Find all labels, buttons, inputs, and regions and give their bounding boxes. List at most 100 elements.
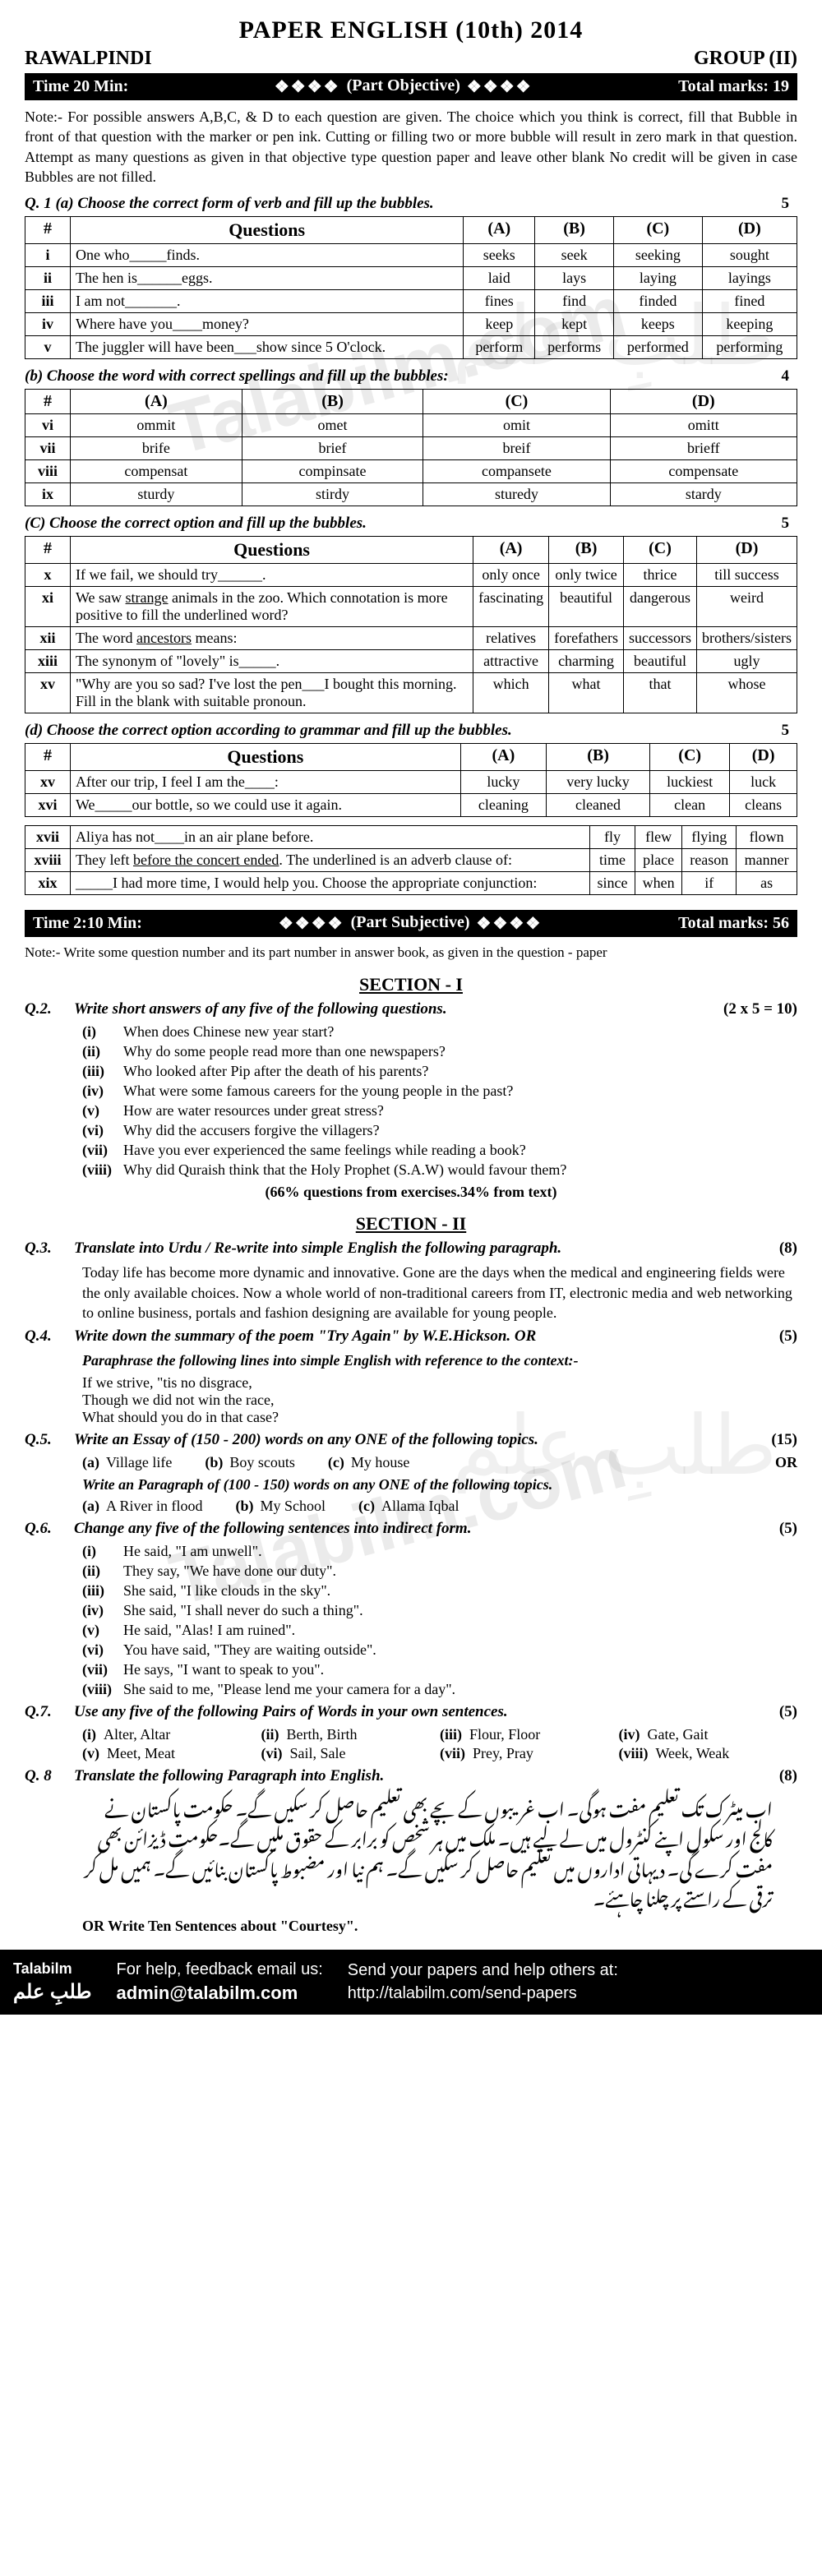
col-head: (B): [535, 217, 614, 244]
table-row: iOne who_____finds.seeksseekseekingsough…: [25, 244, 797, 267]
table-row: vThe juggler will have been___show since…: [25, 336, 797, 359]
q4-num: Q.4.: [25, 1327, 74, 1346]
q1b-table: #(A)(B)(C)(D) viommitometomitomittviibri…: [25, 389, 797, 506]
obj-time: Time 20 Min:: [33, 77, 128, 96]
q7-marks: (5): [771, 1703, 797, 1721]
footer-brand-ar: طلبِ علم: [13, 1979, 92, 2005]
col-head: (C): [624, 537, 697, 564]
list-item: (i)He said, "I am unwell".: [82, 1543, 797, 1560]
q1b-marks: 4: [782, 367, 798, 385]
footer-email[interactable]: admin@talabilm.com: [117, 1981, 323, 2006]
q2-list: (i)When does Chinese new year start?(ii)…: [82, 1023, 797, 1179]
table-row: xviiAliya has not____in an air plane bef…: [25, 826, 797, 849]
objective-bar: Time 20 Min: (Part Objective) Total mark…: [25, 73, 797, 100]
pair-item: (ii) Berth, Birth: [261, 1726, 441, 1743]
q7-pairs: (i) Alter, Altar(ii) Berth, Birth(iii) F…: [82, 1726, 797, 1762]
q6-text: Change any five of the following sentenc…: [74, 1520, 771, 1538]
list-item: (viii)She said to me, "Please lend me yo…: [82, 1681, 797, 1698]
col-head: #: [25, 744, 71, 771]
subj-marks: Total marks: 56: [678, 914, 789, 933]
footer-send2[interactable]: http://talabilm.com/send-papers: [348, 1982, 618, 2005]
col-head: (D): [702, 217, 797, 244]
col-head: (D): [730, 744, 797, 771]
col-head: (C): [423, 390, 610, 414]
poem-line: If we strive, "tis no disgrace,: [82, 1374, 797, 1392]
poem-line: Though we did not win the race,: [82, 1392, 797, 1409]
col-head: (D): [610, 390, 797, 414]
table-row: viibrifebriefbreifbrieff: [25, 437, 797, 460]
col-head: (B): [547, 744, 650, 771]
list-item: (iii)She said, "I like clouds in the sky…: [82, 1582, 797, 1600]
q5-num: Q.5.: [25, 1431, 74, 1449]
col-head: Questions: [71, 217, 464, 244]
table-row: xvAfter our trip, I feel I am the____:lu…: [25, 771, 797, 794]
q7-text: Use any five of the following Pairs of W…: [74, 1703, 771, 1721]
q8-or: OR Write Ten Sentences about "Courtesy".: [82, 1918, 797, 1935]
q1c-table: #Questions(A)(B)(C)(D) xIf we fail, we s…: [25, 536, 797, 713]
table-row: xviWe_____our bottle, so we could use it…: [25, 794, 797, 817]
q5-line2: Write an Paragraph of (100 - 150) words …: [82, 1475, 797, 1494]
q8-marks: (8): [771, 1767, 797, 1785]
table-row: ivWhere have you____money?keepkeptkeepsk…: [25, 313, 797, 336]
q1a-table: #Questions(A)(B)(C)(D) iOne who_____find…: [25, 216, 797, 359]
col-head: #: [25, 390, 71, 414]
col-head: (B): [549, 537, 624, 564]
list-item: (viii)Why did Quraish think that the Hol…: [82, 1161, 797, 1179]
footer-help: For help, feedback email us:: [117, 1958, 323, 1981]
pair-item: (iii) Flour, Floor: [440, 1726, 619, 1743]
col-head: #: [25, 217, 71, 244]
q2-pct-note: (66% questions from exercises.34% from t…: [25, 1182, 797, 1202]
pair-item: (viii) Week, Weak: [619, 1745, 798, 1762]
q8-urdu: اب میٹرک تک تعلیم مفت ہوگی۔ اب غریبوں کے…: [82, 1792, 773, 1911]
section-1-head: SECTION - I: [25, 974, 797, 995]
table-row: xix_____I had more time, I would help yo…: [25, 872, 797, 895]
q1d-label: (d) Choose the correct option according …: [25, 722, 512, 740]
pair-item: (vii) Prey, Pray: [440, 1745, 619, 1762]
table-row: xiiThe word ancestors means:relativesfor…: [25, 627, 797, 650]
pair-item: (i) Alter, Altar: [82, 1726, 261, 1743]
col-head: Questions: [71, 537, 473, 564]
pair-item: (vi) Sail, Sale: [261, 1745, 441, 1762]
paper-title: PAPER ENGLISH (10th) 2014: [25, 16, 797, 44]
list-item: (vii)He says, "I want to speak to you".: [82, 1661, 797, 1678]
q3-marks: (8): [771, 1240, 797, 1258]
footer: Talabilm طلبِ علم For help, feedback ema…: [0, 1950, 822, 2015]
q1b-label: (b) Choose the word with correct spellin…: [25, 367, 449, 385]
option: (b)Boy scouts: [205, 1454, 295, 1471]
list-item: (i)When does Chinese new year start?: [82, 1023, 797, 1041]
subjective-bar: Time 2:10 Min: (Part Subjective) Total m…: [25, 910, 797, 937]
list-item: (iv)She said, "I shall never do such a t…: [82, 1602, 797, 1619]
q8-num: Q. 8: [25, 1767, 74, 1785]
q7-num: Q.7.: [25, 1703, 74, 1721]
pair-item: (iv) Gate, Gait: [619, 1726, 798, 1743]
list-item: (vii)Have you ever experienced the same …: [82, 1142, 797, 1159]
list-item: (v)He said, "Alas! I am ruined".: [82, 1622, 797, 1639]
option: (c)Allama Iqbal: [358, 1498, 459, 1515]
board-name: RAWALPINDI: [25, 48, 152, 70]
table-row: iiThe hen is______eggs.laidlayslayinglay…: [25, 267, 797, 290]
q2-num: Q.2.: [25, 1000, 74, 1018]
q3-text: Translate into Urdu / Re-write into simp…: [74, 1240, 771, 1258]
q2-marks: (2 x 5 = 10): [715, 1000, 797, 1018]
q4-marks: (5): [771, 1327, 797, 1346]
q2-text: Write short answers of any five of the f…: [74, 1000, 715, 1018]
table-row: xiiiThe synonym of "lovely" is_____.attr…: [25, 650, 797, 673]
list-item: (iii)Who looked after Pip after the deat…: [82, 1063, 797, 1080]
q3-para: Today life has become more dynamic and i…: [82, 1263, 797, 1323]
list-item: (vi)You have said, "They are waiting out…: [82, 1641, 797, 1659]
q1d-marks: 5: [782, 722, 798, 740]
q1c-label: (C) Choose the correct option and fill u…: [25, 515, 367, 533]
table-row: xIf we fail, we should try______.only on…: [25, 564, 797, 587]
q4-text: Write down the summary of the poem "Try …: [74, 1327, 771, 1346]
note-objective: Note:- For possible answers A,B,C, & D t…: [25, 107, 797, 187]
table-row: viiicompensatcompinsatecompansetecompens…: [25, 460, 797, 483]
col-head: (A): [460, 744, 546, 771]
poem-line: What should you do in that case?: [82, 1409, 797, 1426]
table-row: iiiI am not_______.finesfindfindedfined: [25, 290, 797, 313]
col-head: (C): [613, 217, 702, 244]
subj-label: (Part Subjective): [142, 913, 678, 934]
col-head: (D): [697, 537, 797, 564]
q6-num: Q.6.: [25, 1520, 74, 1538]
table-row: viommitometomitomitt: [25, 414, 797, 437]
table-row: ixsturdystirdysturedystardy: [25, 483, 797, 506]
